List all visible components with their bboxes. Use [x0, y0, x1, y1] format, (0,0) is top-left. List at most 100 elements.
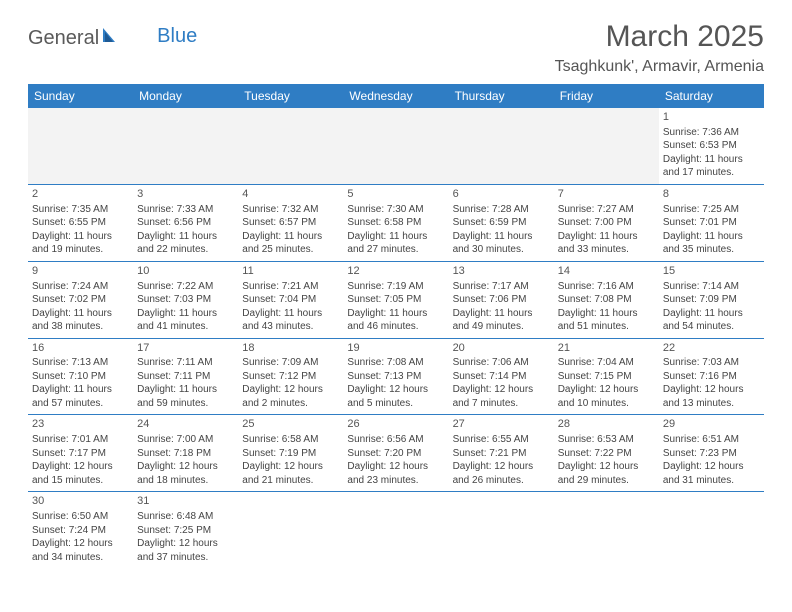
daylight-line: Daylight: 11 hours and 25 minutes.: [242, 230, 339, 257]
calendar-body: 1Sunrise: 7:36 AMSunset: 6:53 PMDaylight…: [28, 108, 764, 568]
calendar-cell: 7Sunrise: 7:27 AMSunset: 7:00 PMDaylight…: [554, 184, 659, 261]
day-number: 24: [137, 417, 234, 432]
sunset-line: Sunset: 7:20 PM: [347, 447, 444, 461]
day-number: 31: [137, 494, 234, 509]
sunrise-line: Sunrise: 7:25 AM: [663, 203, 760, 217]
sunset-line: Sunset: 7:21 PM: [453, 447, 550, 461]
sunset-line: Sunset: 6:59 PM: [453, 216, 550, 230]
daylight-line: Daylight: 12 hours and 34 minutes.: [32, 537, 129, 564]
calendar-cell: 19Sunrise: 7:08 AMSunset: 7:13 PMDayligh…: [343, 338, 448, 415]
day-number: 8: [663, 187, 760, 202]
logo-text-blue: Blue: [157, 25, 197, 48]
sunset-line: Sunset: 7:17 PM: [32, 447, 129, 461]
day-number: 10: [137, 264, 234, 279]
sunset-line: Sunset: 7:18 PM: [137, 447, 234, 461]
sunset-line: Sunset: 6:57 PM: [242, 216, 339, 230]
sunrise-line: Sunrise: 6:51 AM: [663, 433, 760, 447]
daylight-line: Daylight: 12 hours and 21 minutes.: [242, 460, 339, 487]
calendar-cell: [238, 492, 343, 568]
calendar-cell: 28Sunrise: 6:53 AMSunset: 7:22 PMDayligh…: [554, 415, 659, 492]
sunset-line: Sunset: 6:53 PM: [663, 139, 760, 153]
calendar-cell: 25Sunrise: 6:58 AMSunset: 7:19 PMDayligh…: [238, 415, 343, 492]
day-number: 30: [32, 494, 129, 509]
daylight-line: Daylight: 11 hours and 19 minutes.: [32, 230, 129, 257]
calendar-cell: [659, 492, 764, 568]
day-number: 2: [32, 187, 129, 202]
daylight-line: Daylight: 12 hours and 2 minutes.: [242, 383, 339, 410]
sunrise-line: Sunrise: 7:11 AM: [137, 356, 234, 370]
sunrise-line: Sunrise: 6:53 AM: [558, 433, 655, 447]
calendar-cell: 17Sunrise: 7:11 AMSunset: 7:11 PMDayligh…: [133, 338, 238, 415]
sunrise-line: Sunrise: 7:13 AM: [32, 356, 129, 370]
day-number: 27: [453, 417, 550, 432]
sunrise-line: Sunrise: 7:04 AM: [558, 356, 655, 370]
day-number: 28: [558, 417, 655, 432]
sunrise-line: Sunrise: 7:09 AM: [242, 356, 339, 370]
sunrise-line: Sunrise: 7:19 AM: [347, 280, 444, 294]
sunrise-line: Sunrise: 7:00 AM: [137, 433, 234, 447]
sunset-line: Sunset: 7:15 PM: [558, 370, 655, 384]
calendar-cell: [554, 492, 659, 568]
day-number: 1: [663, 110, 760, 125]
sunset-line: Sunset: 7:04 PM: [242, 293, 339, 307]
calendar-cell: 11Sunrise: 7:21 AMSunset: 7:04 PMDayligh…: [238, 261, 343, 338]
sunset-line: Sunset: 7:11 PM: [137, 370, 234, 384]
day-number: 14: [558, 264, 655, 279]
calendar-cell: [449, 108, 554, 184]
day-header: Sunday: [28, 84, 133, 108]
daylight-line: Daylight: 12 hours and 18 minutes.: [137, 460, 234, 487]
sunrise-line: Sunrise: 7:17 AM: [453, 280, 550, 294]
sunrise-line: Sunrise: 7:14 AM: [663, 280, 760, 294]
header: General Blue March 2025 Tsaghkunk', Arma…: [28, 20, 764, 76]
day-number: 19: [347, 341, 444, 356]
sunset-line: Sunset: 7:25 PM: [137, 524, 234, 538]
calendar-cell: 22Sunrise: 7:03 AMSunset: 7:16 PMDayligh…: [659, 338, 764, 415]
calendar-cell: 31Sunrise: 6:48 AMSunset: 7:25 PMDayligh…: [133, 492, 238, 568]
sunrise-line: Sunrise: 6:48 AM: [137, 510, 234, 524]
sunrise-line: Sunrise: 7:27 AM: [558, 203, 655, 217]
daylight-line: Daylight: 11 hours and 57 minutes.: [32, 383, 129, 410]
sunrise-line: Sunrise: 7:08 AM: [347, 356, 444, 370]
sunset-line: Sunset: 7:23 PM: [663, 447, 760, 461]
calendar-cell: [133, 108, 238, 184]
daylight-line: Daylight: 12 hours and 7 minutes.: [453, 383, 550, 410]
day-number: 3: [137, 187, 234, 202]
daylight-line: Daylight: 11 hours and 41 minutes.: [137, 307, 234, 334]
calendar-cell: [343, 108, 448, 184]
daylight-line: Daylight: 11 hours and 30 minutes.: [453, 230, 550, 257]
sunrise-line: Sunrise: 7:22 AM: [137, 280, 234, 294]
day-number: 15: [663, 264, 760, 279]
daylight-line: Daylight: 12 hours and 37 minutes.: [137, 537, 234, 564]
calendar-cell: 10Sunrise: 7:22 AMSunset: 7:03 PMDayligh…: [133, 261, 238, 338]
sunset-line: Sunset: 7:16 PM: [663, 370, 760, 384]
sunset-line: Sunset: 7:09 PM: [663, 293, 760, 307]
calendar-cell: 14Sunrise: 7:16 AMSunset: 7:08 PMDayligh…: [554, 261, 659, 338]
calendar-cell: [449, 492, 554, 568]
daylight-line: Daylight: 12 hours and 23 minutes.: [347, 460, 444, 487]
calendar-cell: [343, 492, 448, 568]
sunrise-line: Sunrise: 6:55 AM: [453, 433, 550, 447]
calendar-cell: 6Sunrise: 7:28 AMSunset: 6:59 PMDaylight…: [449, 184, 554, 261]
calendar-cell: 20Sunrise: 7:06 AMSunset: 7:14 PMDayligh…: [449, 338, 554, 415]
calendar-week: 2Sunrise: 7:35 AMSunset: 6:55 PMDaylight…: [28, 184, 764, 261]
daylight-line: Daylight: 11 hours and 27 minutes.: [347, 230, 444, 257]
daylight-line: Daylight: 12 hours and 29 minutes.: [558, 460, 655, 487]
daylight-line: Daylight: 12 hours and 26 minutes.: [453, 460, 550, 487]
daylight-line: Daylight: 11 hours and 46 minutes.: [347, 307, 444, 334]
daylight-line: Daylight: 12 hours and 15 minutes.: [32, 460, 129, 487]
day-number: 13: [453, 264, 550, 279]
calendar-cell: 15Sunrise: 7:14 AMSunset: 7:09 PMDayligh…: [659, 261, 764, 338]
calendar-cell: 30Sunrise: 6:50 AMSunset: 7:24 PMDayligh…: [28, 492, 133, 568]
calendar-table: SundayMondayTuesdayWednesdayThursdayFrid…: [28, 84, 764, 568]
sunset-line: Sunset: 7:05 PM: [347, 293, 444, 307]
sunrise-line: Sunrise: 6:50 AM: [32, 510, 129, 524]
sunrise-line: Sunrise: 7:21 AM: [242, 280, 339, 294]
day-number: 11: [242, 264, 339, 279]
sunset-line: Sunset: 7:13 PM: [347, 370, 444, 384]
calendar-week: 16Sunrise: 7:13 AMSunset: 7:10 PMDayligh…: [28, 338, 764, 415]
calendar-cell: 18Sunrise: 7:09 AMSunset: 7:12 PMDayligh…: [238, 338, 343, 415]
calendar-cell: 2Sunrise: 7:35 AMSunset: 6:55 PMDaylight…: [28, 184, 133, 261]
daylight-line: Daylight: 11 hours and 17 minutes.: [663, 153, 760, 180]
day-number: 7: [558, 187, 655, 202]
calendar-cell: [238, 108, 343, 184]
